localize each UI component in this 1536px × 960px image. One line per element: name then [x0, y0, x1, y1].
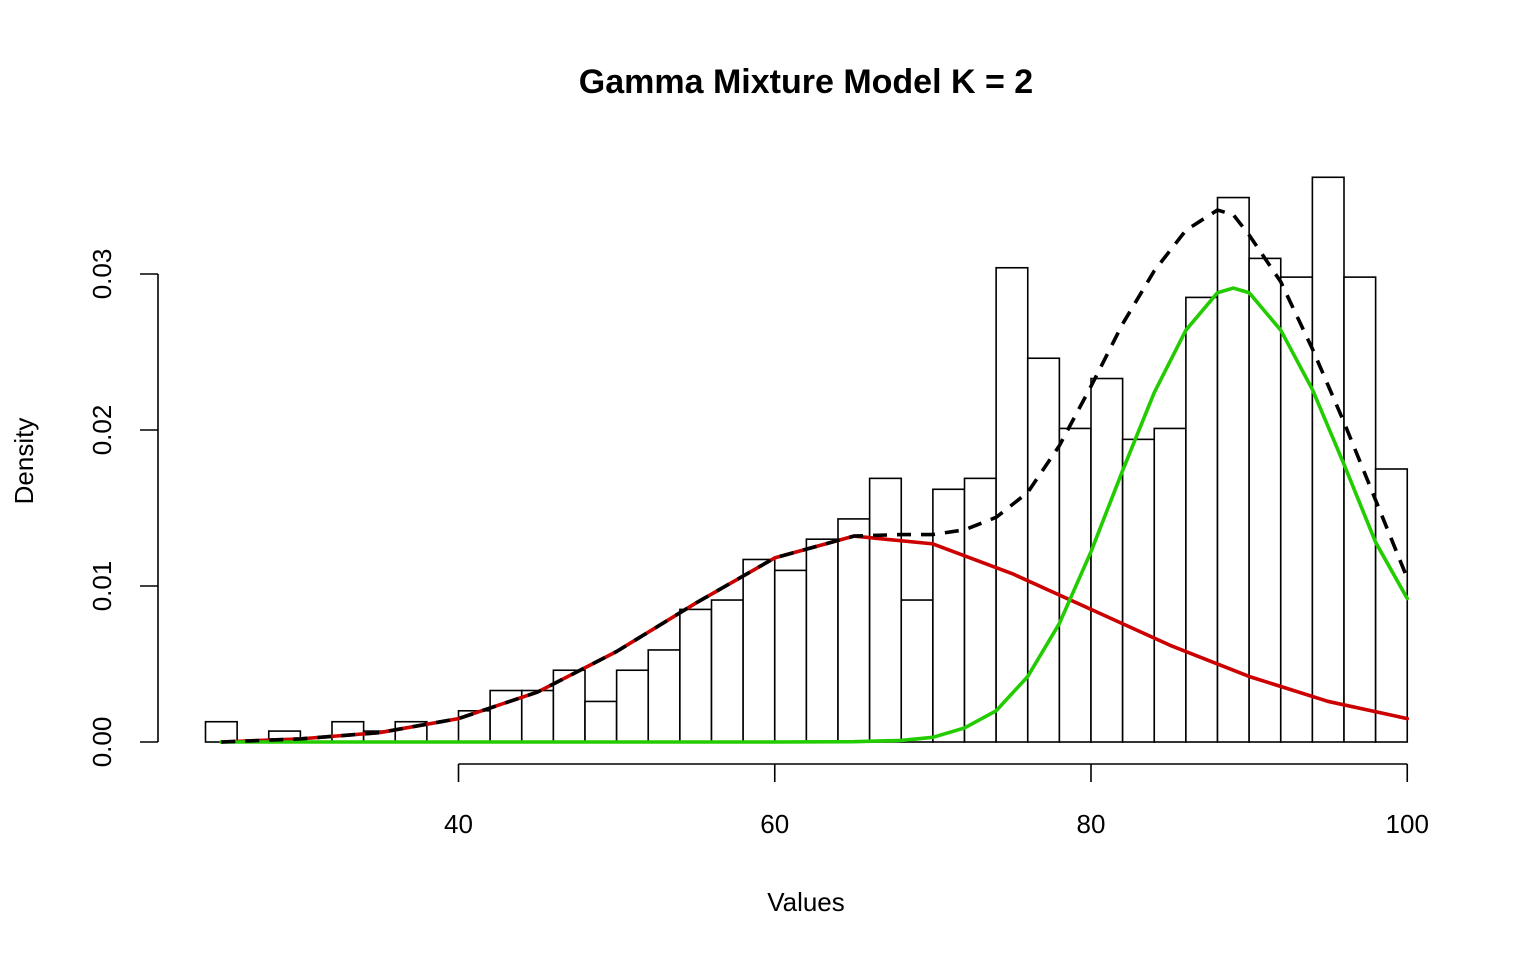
x-axis-label: Values: [767, 887, 845, 917]
histogram-bar: [805, 538, 839, 743]
y-tick-label: 0.02: [87, 405, 117, 456]
histogram-bar: [584, 700, 618, 743]
y-tick-label: 0.01: [87, 561, 117, 612]
histogram-bar: [647, 649, 681, 743]
histogram-bar: [1185, 296, 1219, 743]
histogram-bar: [1121, 438, 1156, 743]
histogram-bar: [1343, 276, 1377, 743]
histogram-bar: [1279, 276, 1314, 743]
histogram-bar: [520, 689, 555, 743]
histogram-bar: [710, 599, 744, 743]
histogram-bar: [1153, 427, 1187, 743]
histogram-bar: [932, 488, 966, 743]
x-axis: 40 60 80 100: [444, 763, 1429, 839]
histogram-bar: [1311, 176, 1345, 743]
x-tick-label: 80: [1077, 809, 1106, 839]
histogram-bar: [773, 569, 808, 743]
y-axis-label: Density: [9, 418, 39, 505]
histogram-bar: [1216, 196, 1250, 743]
histogram-bar: [837, 518, 871, 743]
x-tick-label: 100: [1386, 809, 1429, 839]
histogram-bar: [204, 720, 238, 743]
chart-title: Gamma Mixture Model K = 2: [579, 63, 1033, 101]
histogram-bar: [615, 669, 650, 743]
histogram-bar: [900, 599, 934, 743]
histogram-bar: [1090, 377, 1124, 743]
y-tick-label: 0.03: [87, 249, 117, 300]
histogram-bar: [679, 608, 713, 743]
histogram-bars: [204, 176, 1409, 743]
histogram-bar: [331, 720, 365, 743]
histogram-bar: [1026, 357, 1061, 743]
histogram-bar: [1374, 468, 1409, 743]
histogram-bar: [1248, 257, 1282, 743]
y-axis: 0.00 0.01 0.02 0.03: [87, 249, 159, 768]
x-tick-label: 60: [760, 809, 789, 839]
y-tick-label: 0.00: [87, 717, 117, 768]
x-tick-label: 40: [444, 809, 473, 839]
density-curve-component-2: [219, 286, 1410, 744]
histogram-bar: [742, 558, 776, 743]
histogram-bar: [868, 477, 903, 743]
density-curves: [219, 208, 1410, 744]
